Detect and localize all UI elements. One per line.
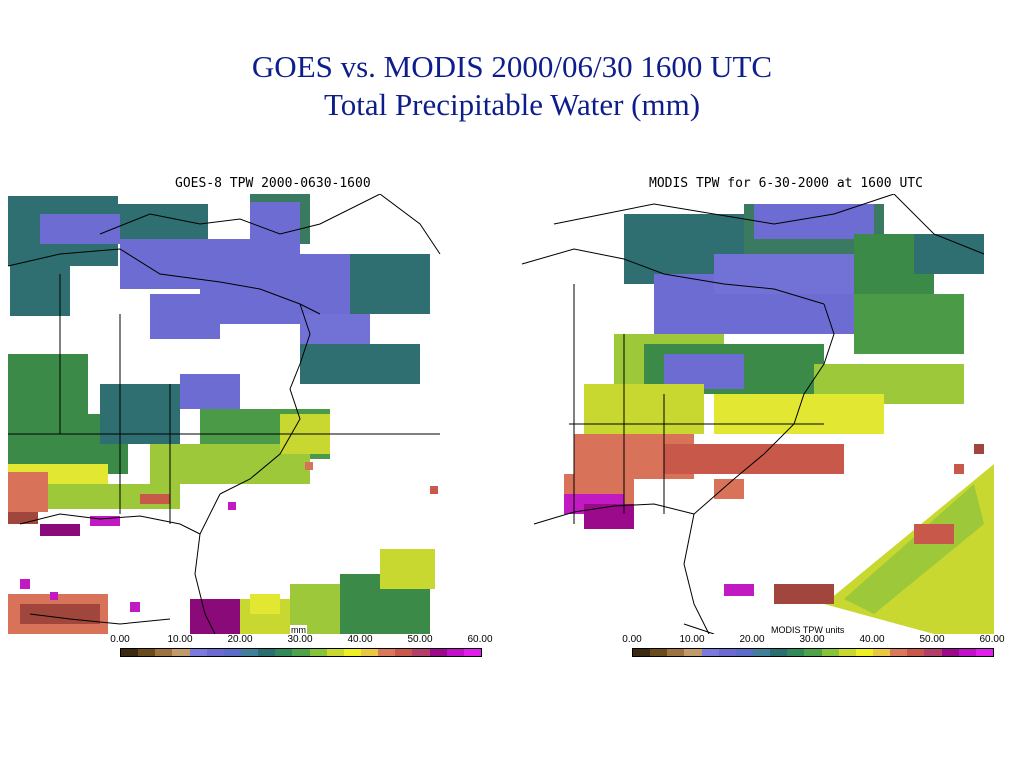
modis-tick-40: 40.00 xyxy=(859,634,885,645)
colorbar-swatch xyxy=(735,649,753,656)
colorbar-swatch xyxy=(718,649,736,656)
colorbar-swatch xyxy=(343,649,361,656)
modis-tick-0: 0.00 xyxy=(622,634,642,645)
slide-title-line2: Total Precipitable Water (mm) xyxy=(323,87,701,122)
colorbar-swatch xyxy=(121,649,139,656)
modis-tpw-field xyxy=(564,204,994,634)
colorbar-swatch xyxy=(684,649,702,656)
colorbar-swatch xyxy=(701,649,719,656)
modis-tpw-map xyxy=(521,194,994,634)
colorbar-swatch xyxy=(667,649,685,656)
modis-tick-60: 60.00 xyxy=(979,634,1005,645)
colorbar-swatch xyxy=(975,649,993,656)
colorbar-swatch xyxy=(275,649,293,656)
modis-colorbar xyxy=(632,648,994,657)
colorbar-swatch xyxy=(787,649,805,656)
colorbar-swatch xyxy=(206,649,224,656)
colorbar-swatch xyxy=(223,649,241,656)
colorbar-swatch xyxy=(463,649,481,656)
goes-tick-20: 20.00 xyxy=(227,634,253,645)
goes-panel-title: GOES-8 TPW 2000-0630-1600 xyxy=(175,176,371,191)
colorbar-swatch xyxy=(838,649,856,656)
goes-tpw-map xyxy=(7,194,441,634)
modis-panel: MODIS TPW for 6-30-2000 at 1600 UTC xyxy=(514,172,1014,662)
modis-units-label: MODIS TPW units xyxy=(770,625,846,635)
goes-tick-40: 40.00 xyxy=(347,634,373,645)
colorbar-swatch xyxy=(326,649,344,656)
colorbar-swatch xyxy=(804,649,822,656)
colorbar-swatch xyxy=(446,649,464,656)
goes-tpw-field xyxy=(8,194,438,634)
colorbar-swatch xyxy=(189,649,207,656)
colorbar-swatch xyxy=(821,649,839,656)
modis-tick-20: 20.00 xyxy=(739,634,765,645)
goes-coastlines xyxy=(7,194,441,634)
colorbar-swatch xyxy=(138,649,156,656)
colorbar-swatch xyxy=(360,649,379,656)
slide-title: GOES vs. MODIS 2000/06/30 1600 UTC Total… xyxy=(0,48,1024,124)
colorbar-swatch xyxy=(872,649,891,656)
colorbar-swatch xyxy=(412,649,430,656)
colorbar-swatch xyxy=(752,649,771,656)
goes-tick-10: 10.00 xyxy=(167,634,193,645)
colorbar-swatch xyxy=(890,649,908,656)
colorbar-swatch xyxy=(172,649,190,656)
modis-panel-title: MODIS TPW for 6-30-2000 at 1600 UTC xyxy=(649,176,923,191)
goes-tick-60: 60.00 xyxy=(467,634,493,645)
colorbar-swatch xyxy=(941,649,959,656)
colorbar-swatch xyxy=(633,649,651,656)
colorbar-swatch xyxy=(907,649,925,656)
modis-tick-30: 30.00 xyxy=(799,634,825,645)
modis-tick-10: 10.00 xyxy=(679,634,705,645)
colorbar-swatch xyxy=(378,649,396,656)
colorbar-swatch xyxy=(309,649,327,656)
goes-tick-0: 0.00 xyxy=(110,634,130,645)
colorbar-swatch xyxy=(770,649,788,656)
colorbar-swatch xyxy=(958,649,976,656)
colorbar-swatch xyxy=(258,649,276,656)
colorbar-swatch xyxy=(650,649,668,656)
colorbar-swatch xyxy=(924,649,942,656)
colorbar-swatch xyxy=(292,649,310,656)
colorbar-swatch xyxy=(855,649,873,656)
goes-units-label: mm xyxy=(290,625,307,635)
colorbar-swatch xyxy=(429,649,447,656)
goes-colorbar xyxy=(120,648,482,657)
goes-tick-30: 30.00 xyxy=(287,634,313,645)
goes-tick-50: 50.00 xyxy=(407,634,433,645)
slide-title-line1: GOES vs. MODIS 2000/06/30 1600 UTC xyxy=(251,49,773,84)
modis-coastlines xyxy=(521,194,985,634)
modis-tick-50: 50.00 xyxy=(919,634,945,645)
goes-panel: GOES-8 TPW 2000-0630-1600 xyxy=(0,172,500,662)
colorbar-swatch xyxy=(395,649,413,656)
colorbar-swatch xyxy=(240,649,259,656)
colorbar-swatch xyxy=(155,649,173,656)
